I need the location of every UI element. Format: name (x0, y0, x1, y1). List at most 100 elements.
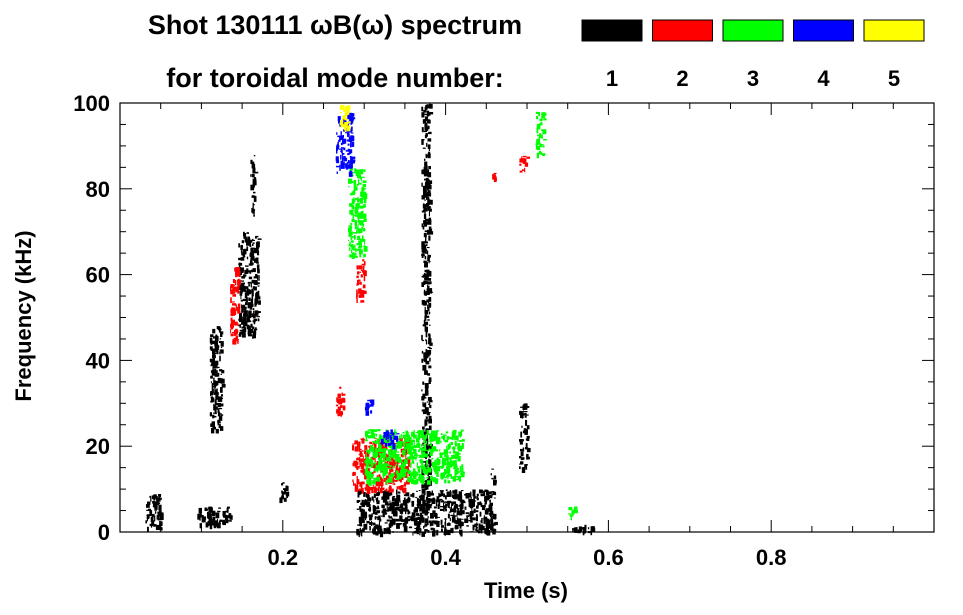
spectral-mark (388, 472, 391, 476)
spectral-mark (478, 502, 481, 505)
spectral-mark (253, 318, 258, 322)
spectral-mark (427, 172, 432, 178)
spectral-mark (428, 302, 432, 307)
spectral-mark (255, 235, 259, 238)
spectral-mark (397, 477, 399, 481)
spectral-mark (446, 445, 448, 451)
spectral-mark (348, 228, 352, 232)
spectral-mark (257, 269, 260, 274)
spectral-mark (379, 515, 384, 517)
spectral-mark (366, 449, 371, 453)
spectral-mark (349, 152, 352, 155)
spectral-mark (363, 261, 366, 266)
spectral-mark (212, 386, 217, 388)
spectral-mark (418, 449, 420, 453)
spectral-mark (244, 306, 247, 310)
spectral-mark (240, 295, 242, 299)
spectral-mark (248, 302, 252, 306)
spectral-mark (349, 169, 353, 171)
spectral-mark (419, 528, 422, 533)
spectral-mark (219, 521, 221, 527)
spectral-mark (445, 431, 449, 434)
spectral-mark (247, 242, 251, 246)
spectral-mark (442, 462, 446, 466)
spectral-mark (356, 203, 360, 209)
spectral-mark (447, 491, 452, 497)
spectral-mark (361, 463, 365, 470)
spectral-mark (459, 524, 462, 529)
spectral-mark (473, 490, 476, 497)
spectral-mark (395, 518, 400, 522)
spectral-mark (210, 392, 214, 395)
spectral-mark (235, 271, 237, 278)
spectral-mark (426, 104, 429, 109)
spectral-mark (493, 522, 496, 526)
spectral-mark (257, 282, 260, 285)
spectral-mark (412, 439, 415, 443)
spectral-mark (429, 103, 431, 108)
spectral-mark (424, 324, 427, 331)
spectral-mark (237, 278, 240, 281)
spectral-mark (402, 461, 404, 464)
spectral-mark (385, 480, 387, 486)
spectral-mark (410, 447, 413, 452)
spectral-mark (417, 468, 421, 473)
spectral-mark (239, 316, 243, 323)
spectral-mark (380, 454, 383, 457)
spectral-mark (385, 512, 387, 515)
spectral-mark (356, 184, 359, 187)
spectral-mark (413, 456, 417, 460)
spectral-mark (356, 466, 360, 469)
spectral-mark (240, 250, 243, 253)
spectral-mark (386, 502, 389, 505)
spectral-mark (433, 435, 437, 441)
spectral-mark (404, 459, 408, 464)
spectral-mark (457, 467, 459, 470)
spectral-mark (407, 509, 410, 515)
spectral-mark (236, 306, 239, 312)
spectral-mark (427, 153, 431, 159)
spectral-mark (424, 310, 429, 315)
spectral-mark (430, 528, 433, 531)
spectral-mark (360, 274, 363, 278)
spectral-mark (424, 383, 429, 389)
spectral-mark (422, 401, 424, 407)
spectral-mark (380, 467, 384, 471)
spectral-mark (542, 129, 547, 135)
spectral-mark (521, 411, 524, 413)
spectral-mark (233, 284, 236, 286)
spectral-mark (410, 516, 412, 521)
spectral-mark (363, 523, 368, 530)
spectral-mark (243, 233, 247, 239)
spectral-mark (472, 517, 476, 521)
spectral-mark (350, 237, 353, 240)
spectral-mark (357, 492, 360, 496)
spectral-mark (376, 468, 379, 473)
spectral-mark (469, 504, 472, 509)
series-n1-region (238, 231, 262, 339)
spectral-mark (199, 514, 201, 521)
spectral-mark (151, 513, 155, 518)
spectral-mark (282, 491, 286, 495)
spectral-mark (358, 294, 362, 298)
spectral-mark (351, 161, 355, 164)
spectral-mark (455, 464, 457, 471)
spectral-mark (392, 453, 396, 459)
spectral-mark (445, 489, 448, 491)
spectral-mark (428, 166, 431, 170)
spectral-mark (426, 476, 429, 479)
spectral-mark (476, 529, 479, 532)
spectral-mark (248, 297, 251, 301)
spectral-mark (348, 178, 352, 184)
spectral-mark (371, 460, 374, 466)
spectral-mark (415, 472, 418, 475)
spectral-mark (389, 456, 391, 462)
spectral-mark (485, 500, 488, 502)
spectral-mark (342, 405, 346, 411)
spectral-mark (384, 497, 388, 502)
spectral-mark (381, 479, 383, 483)
spectral-mark (522, 439, 524, 442)
spectral-mark (377, 457, 382, 461)
spectral-mark (422, 365, 426, 371)
spectral-mark (364, 511, 367, 517)
